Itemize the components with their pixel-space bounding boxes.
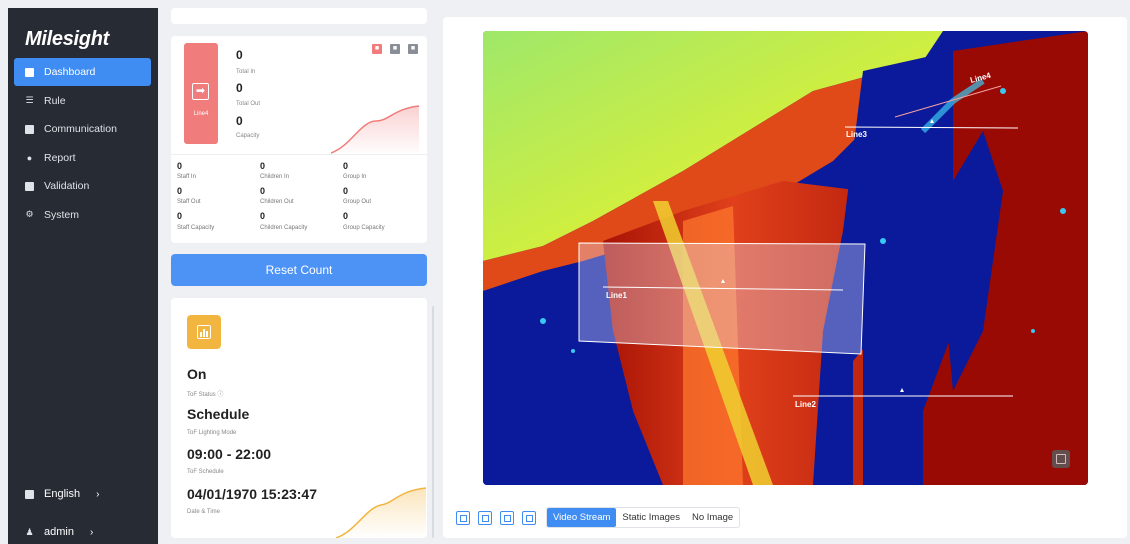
detection-area-icon[interactable] <box>456 510 470 525</box>
staff-capacity-value: 0 <box>177 211 183 221</box>
people-counting-card: ➡ Line4 0 Total In 0 Total Out 0 Capacit… <box>171 36 427 243</box>
language-icon <box>24 489 35 500</box>
gear-icon: ⚙ <box>25 209 34 219</box>
children-in-value: 0 <box>260 161 266 171</box>
sidebar-item-communication[interactable]: Communication <box>14 115 151 143</box>
sidebar: Milesight Dashboard ☰ Rule Communication… <box>8 8 158 544</box>
sidebar-item-system[interactable]: ⚙ System <box>14 201 151 229</box>
no-image-option[interactable]: No Image <box>691 512 734 523</box>
chevron-right-icon: › <box>96 488 100 500</box>
divider <box>171 154 427 155</box>
sidebar-item-rule[interactable]: ☰ Rule <box>14 87 151 115</box>
line-label-3: Line3 <box>846 130 867 139</box>
dashboard-icon <box>24 67 35 78</box>
children-out-value: 0 <box>260 186 266 196</box>
fullscreen-icon[interactable] <box>1052 450 1070 468</box>
tof-schedule-value: 09:00 - 22:00 <box>187 446 272 462</box>
tof-lighting-mode-label: ToF Lighting Mode <box>187 430 237 436</box>
group-in-label: Group In <box>343 174 367 180</box>
video-stream-option[interactable]: Video Stream <box>547 508 617 527</box>
children-out-label: Children Out <box>260 199 294 205</box>
group-out-value: 0 <box>343 186 349 196</box>
user-menu[interactable]: ♟ admin › <box>24 526 93 538</box>
validation-icon <box>24 181 35 192</box>
sidebar-item-label: System <box>44 208 80 221</box>
image-mode-selector: Video Stream Static Images No Image <box>546 507 741 528</box>
line-badge[interactable]: ➡ Line4 <box>184 43 218 144</box>
total-in-label: Total In <box>236 69 256 75</box>
group-out-label: Group Out <box>343 199 372 205</box>
date-time-label: Date & Time <box>187 509 221 515</box>
display-settings-icon[interactable] <box>500 510 514 525</box>
children-capacity-value: 0 <box>260 211 266 221</box>
sidebar-item-label: Rule <box>44 94 66 107</box>
staff-icon[interactable]: ■ <box>372 44 382 54</box>
capacity-value: 0 <box>236 114 243 128</box>
total-out-value: 0 <box>236 81 243 95</box>
group-icon[interactable]: ■ <box>408 44 418 54</box>
group-in-value: 0 <box>343 161 349 171</box>
walking-person-icon: ➡ <box>192 83 209 100</box>
draw-line-icon[interactable] <box>478 510 492 525</box>
group-capacity-label: Group Capacity <box>343 225 385 231</box>
staff-out-value: 0 <box>177 186 183 196</box>
child-icon[interactable]: ■ <box>390 44 400 54</box>
communication-icon <box>24 124 35 135</box>
children-capacity-label: Children Capacity <box>260 225 308 231</box>
sidebar-item-report[interactable]: ● Report <box>14 144 151 172</box>
tof-lighting-mode-value: Schedule <box>187 406 250 422</box>
bar-chart-icon <box>187 315 221 349</box>
sidebar-item-dashboard[interactable]: Dashboard <box>14 58 151 86</box>
staff-in-label: Staff In <box>177 174 196 180</box>
reset-count-button[interactable]: Reset Count <box>171 254 427 286</box>
user-label: admin <box>44 526 74 538</box>
sidebar-item-label: Communication <box>44 123 117 135</box>
info-icon: ⓘ <box>217 392 224 398</box>
line-label-1: Line1 <box>606 291 627 300</box>
staff-capacity-label: Staff Capacity <box>177 225 215 231</box>
static-images-option[interactable]: Static Images <box>622 512 680 523</box>
chevron-right-icon: › <box>89 526 94 538</box>
total-in-value: 0 <box>236 48 243 62</box>
language-selector[interactable]: English › <box>24 488 99 500</box>
scrollbar[interactable] <box>432 306 434 538</box>
video-toolbar: Video Stream Static Images No Image <box>456 507 741 528</box>
trend-curve <box>336 487 426 538</box>
tof-status-label: ToF Status ⓘ <box>187 392 224 398</box>
capacity-label: Capacity <box>236 133 260 139</box>
sidebar-nav: Dashboard ☰ Rule Communication ● Report … <box>14 58 151 229</box>
tof-schedule-label: ToF Schedule <box>187 469 224 475</box>
staff-in-value: 0 <box>177 161 183 171</box>
sidebar-item-label: Dashboard <box>44 66 96 78</box>
line-badge-label: Line4 <box>193 111 209 117</box>
language-label: English <box>44 488 81 500</box>
rule-icon: ☰ <box>25 95 34 105</box>
total-out-label: Total Out <box>236 101 261 107</box>
tof-status-card: On ToF Status ⓘ Schedule ToF Lighting Mo… <box>171 298 427 538</box>
line-label-2: Line2 <box>795 400 816 409</box>
sidebar-item-label: Validation <box>44 180 90 192</box>
switch-icon[interactable] <box>522 510 536 525</box>
sidebar-item-validation[interactable]: Validation <box>14 172 151 200</box>
trend-curve <box>331 105 420 156</box>
sidebar-item-label: Report <box>44 151 76 164</box>
date-time-value: 04/01/1970 15:23:47 <box>187 486 317 502</box>
group-capacity-value: 0 <box>343 211 349 221</box>
report-icon: ● <box>26 152 33 163</box>
logo: Milesight <box>25 28 109 50</box>
user-icon: ♟ <box>25 526 34 537</box>
children-in-label: Children In <box>260 174 290 180</box>
tof-status-value: On <box>187 366 207 382</box>
tof-video-stream[interactable]: Line1 Line2 Line3 Line4 <box>483 31 1088 485</box>
previous-card-stub <box>171 8 427 24</box>
staff-out-label: Staff Out <box>177 199 201 205</box>
